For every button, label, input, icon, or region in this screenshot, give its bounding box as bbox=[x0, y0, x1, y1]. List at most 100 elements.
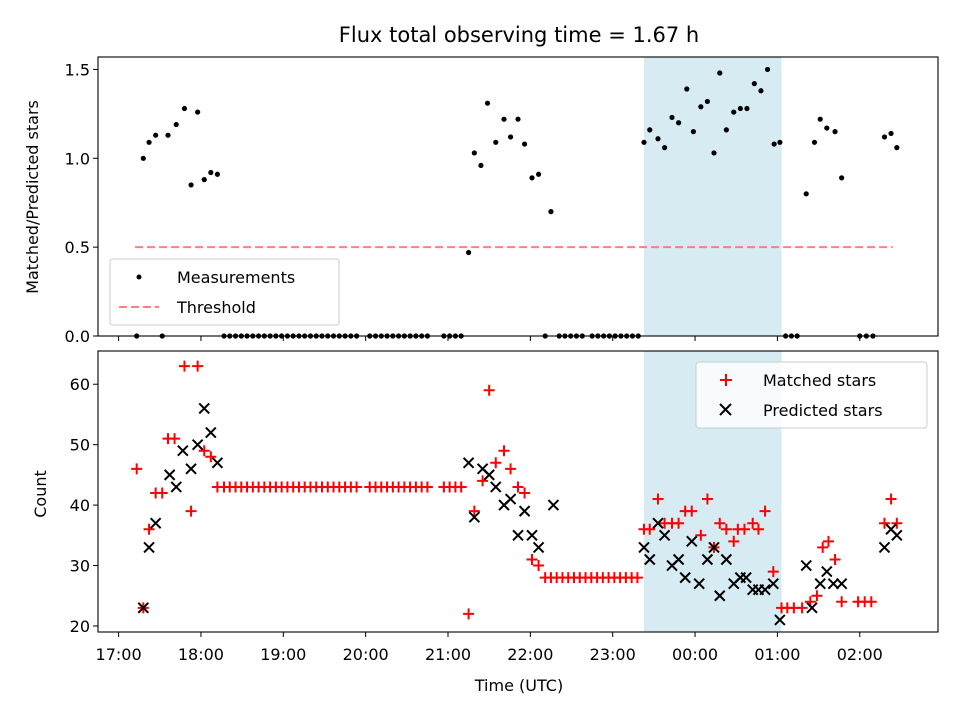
matched-star-point bbox=[498, 445, 510, 457]
measurement-point bbox=[471, 150, 477, 156]
measurement-point bbox=[146, 139, 152, 145]
predicted-star-point bbox=[518, 505, 531, 517]
measurement-point bbox=[817, 116, 823, 122]
matched-star-point bbox=[169, 433, 181, 445]
measurement-point bbox=[832, 129, 838, 135]
predicted-star-point bbox=[198, 402, 210, 415]
measurement-point bbox=[201, 177, 207, 183]
predicted-star-point bbox=[701, 553, 714, 566]
measurement-point bbox=[521, 141, 528, 147]
bottom-y-ticks: 20 30 40 50 60 bbox=[70, 375, 98, 636]
measurement-point bbox=[839, 175, 845, 181]
matched-star-point bbox=[817, 541, 829, 553]
legend-threshold-label: Threshold bbox=[176, 298, 256, 317]
predicted-star-point bbox=[708, 541, 720, 554]
measurement-point bbox=[711, 150, 717, 156]
bottom-panel: 20 30 40 50 60 17:00 18:00 19:00 20:00 21:00 22:0… bbox=[31, 350, 939, 695]
matched-star-point bbox=[519, 487, 531, 499]
x-tick-label: 18:00 bbox=[178, 645, 224, 664]
predicted-star-point bbox=[821, 565, 833, 578]
measurement-point bbox=[888, 130, 894, 137]
top-y-axis-label: Matched/Predicted stars bbox=[23, 100, 42, 294]
matched-star-point bbox=[885, 493, 897, 505]
predicted-star-point bbox=[720, 553, 733, 566]
matched-star-point bbox=[526, 553, 538, 565]
matched-star-point bbox=[865, 596, 877, 608]
top-panel-frame bbox=[97, 56, 939, 337]
top-legend: Measurements Threshold bbox=[109, 258, 340, 326]
predicted-star-point bbox=[672, 553, 685, 566]
measurement-point bbox=[824, 125, 830, 131]
top-y-tick-label: 1.0 bbox=[65, 149, 90, 168]
measurement-point bbox=[493, 139, 499, 145]
measurement-point bbox=[478, 162, 484, 169]
measurement-point bbox=[641, 139, 647, 145]
matched-star-point bbox=[533, 560, 545, 572]
measurement-point bbox=[535, 171, 542, 177]
predicted-star-point bbox=[143, 541, 155, 554]
measurement-point bbox=[894, 145, 900, 151]
matched-star-point bbox=[829, 553, 841, 565]
predicted-star-point bbox=[693, 577, 705, 590]
measurement-point bbox=[731, 109, 737, 115]
matched-star-point bbox=[490, 457, 502, 469]
legend-predicted-label: Predicted stars bbox=[763, 401, 883, 420]
matched-star-point bbox=[811, 590, 823, 602]
matched-star-point bbox=[822, 535, 834, 547]
bottom-panel-frame bbox=[97, 350, 939, 633]
matched-star-point bbox=[644, 523, 656, 535]
matched-star-point bbox=[878, 517, 890, 529]
matched-star-point bbox=[455, 481, 467, 493]
measurement-point bbox=[188, 182, 194, 188]
matched-star-point bbox=[477, 475, 489, 487]
matched-star-point bbox=[720, 523, 732, 535]
measurement-point bbox=[195, 109, 201, 115]
top-panel: 0.0 0.5 1.0 1.5 Matched/Predicted stars Mea… bbox=[23, 56, 939, 346]
matched-star-point bbox=[652, 493, 664, 505]
matched-star-point bbox=[728, 535, 740, 547]
predicted-star-point bbox=[679, 571, 691, 584]
matched-star-point bbox=[143, 523, 155, 535]
matched-star-point bbox=[512, 481, 524, 493]
matched-star-point bbox=[178, 360, 190, 372]
measurement-point bbox=[208, 169, 214, 176]
predicted-star-point bbox=[191, 438, 204, 451]
measurement-point bbox=[507, 134, 514, 140]
measurement-point bbox=[758, 88, 764, 94]
x-tick-label: 21:00 bbox=[425, 645, 471, 664]
matched-star-point bbox=[747, 517, 759, 529]
predicted-star-point bbox=[686, 535, 698, 548]
matched-star-point bbox=[468, 505, 480, 517]
measurement-point bbox=[803, 191, 809, 197]
measurement-point bbox=[501, 116, 507, 122]
measurement-point bbox=[675, 120, 682, 126]
measurement-point bbox=[777, 139, 783, 145]
predicted-star-point bbox=[835, 577, 848, 590]
measurement-point bbox=[181, 105, 188, 112]
predicted-star-point bbox=[891, 529, 903, 542]
bottom-y-tick-label: 20 bbox=[70, 617, 90, 636]
predicted-stars-points bbox=[137, 402, 903, 626]
measurement-point bbox=[529, 175, 535, 181]
predicted-star-point bbox=[526, 529, 538, 542]
predicted-star-point bbox=[714, 590, 726, 602]
matched-star-point bbox=[631, 572, 643, 584]
legend-measurements-label: Measurements bbox=[177, 268, 295, 287]
matched-star-point bbox=[738, 523, 750, 535]
measurement-point bbox=[669, 114, 675, 121]
measurement-point bbox=[690, 129, 697, 135]
predicted-star-point bbox=[211, 457, 224, 469]
matched-star-point bbox=[192, 360, 204, 372]
top-y-tick-label: 0.0 bbox=[65, 327, 90, 346]
matched-star-point bbox=[351, 481, 363, 493]
predicted-star-point bbox=[759, 583, 771, 596]
measurement-point bbox=[661, 145, 668, 151]
bottom-legend: Matched stars Predicted stars bbox=[695, 361, 928, 429]
matched-star-point bbox=[205, 451, 217, 463]
top-y-tick-label: 0.5 bbox=[65, 238, 90, 257]
top-y-ticks: 0.0 0.5 1.0 1.5 bbox=[65, 60, 98, 346]
measurement-point bbox=[484, 100, 491, 106]
matched-star-point bbox=[198, 445, 210, 457]
legend-matched-label: Matched stars bbox=[763, 371, 876, 390]
x-tick-label: 23:00 bbox=[590, 645, 636, 664]
